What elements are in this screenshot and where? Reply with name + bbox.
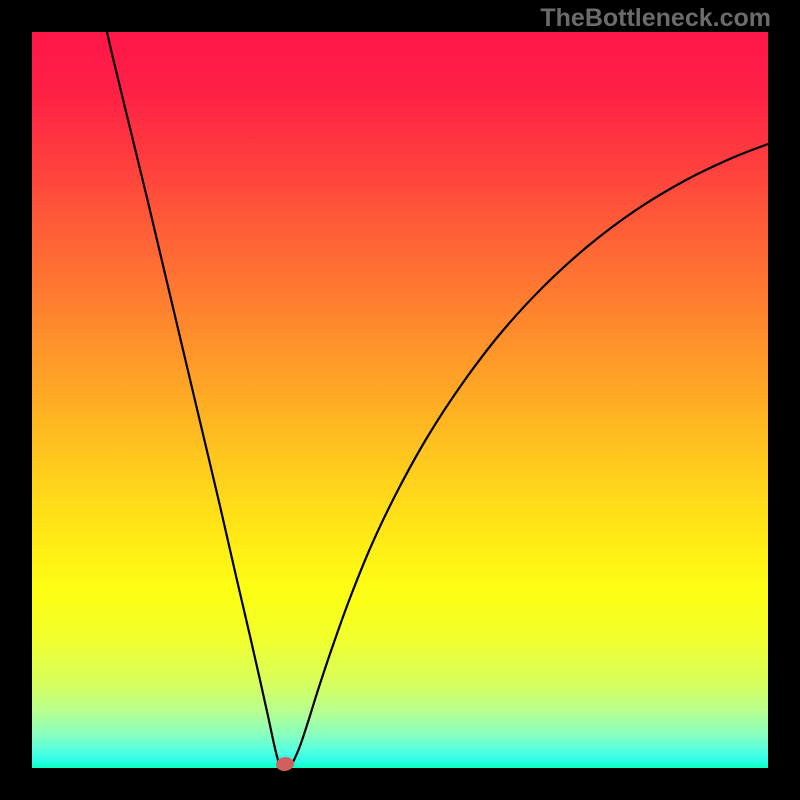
chart-container: TheBottleneck.com: [0, 0, 800, 800]
plot-area: [32, 32, 768, 768]
watermark-text: TheBottleneck.com: [540, 4, 771, 33]
